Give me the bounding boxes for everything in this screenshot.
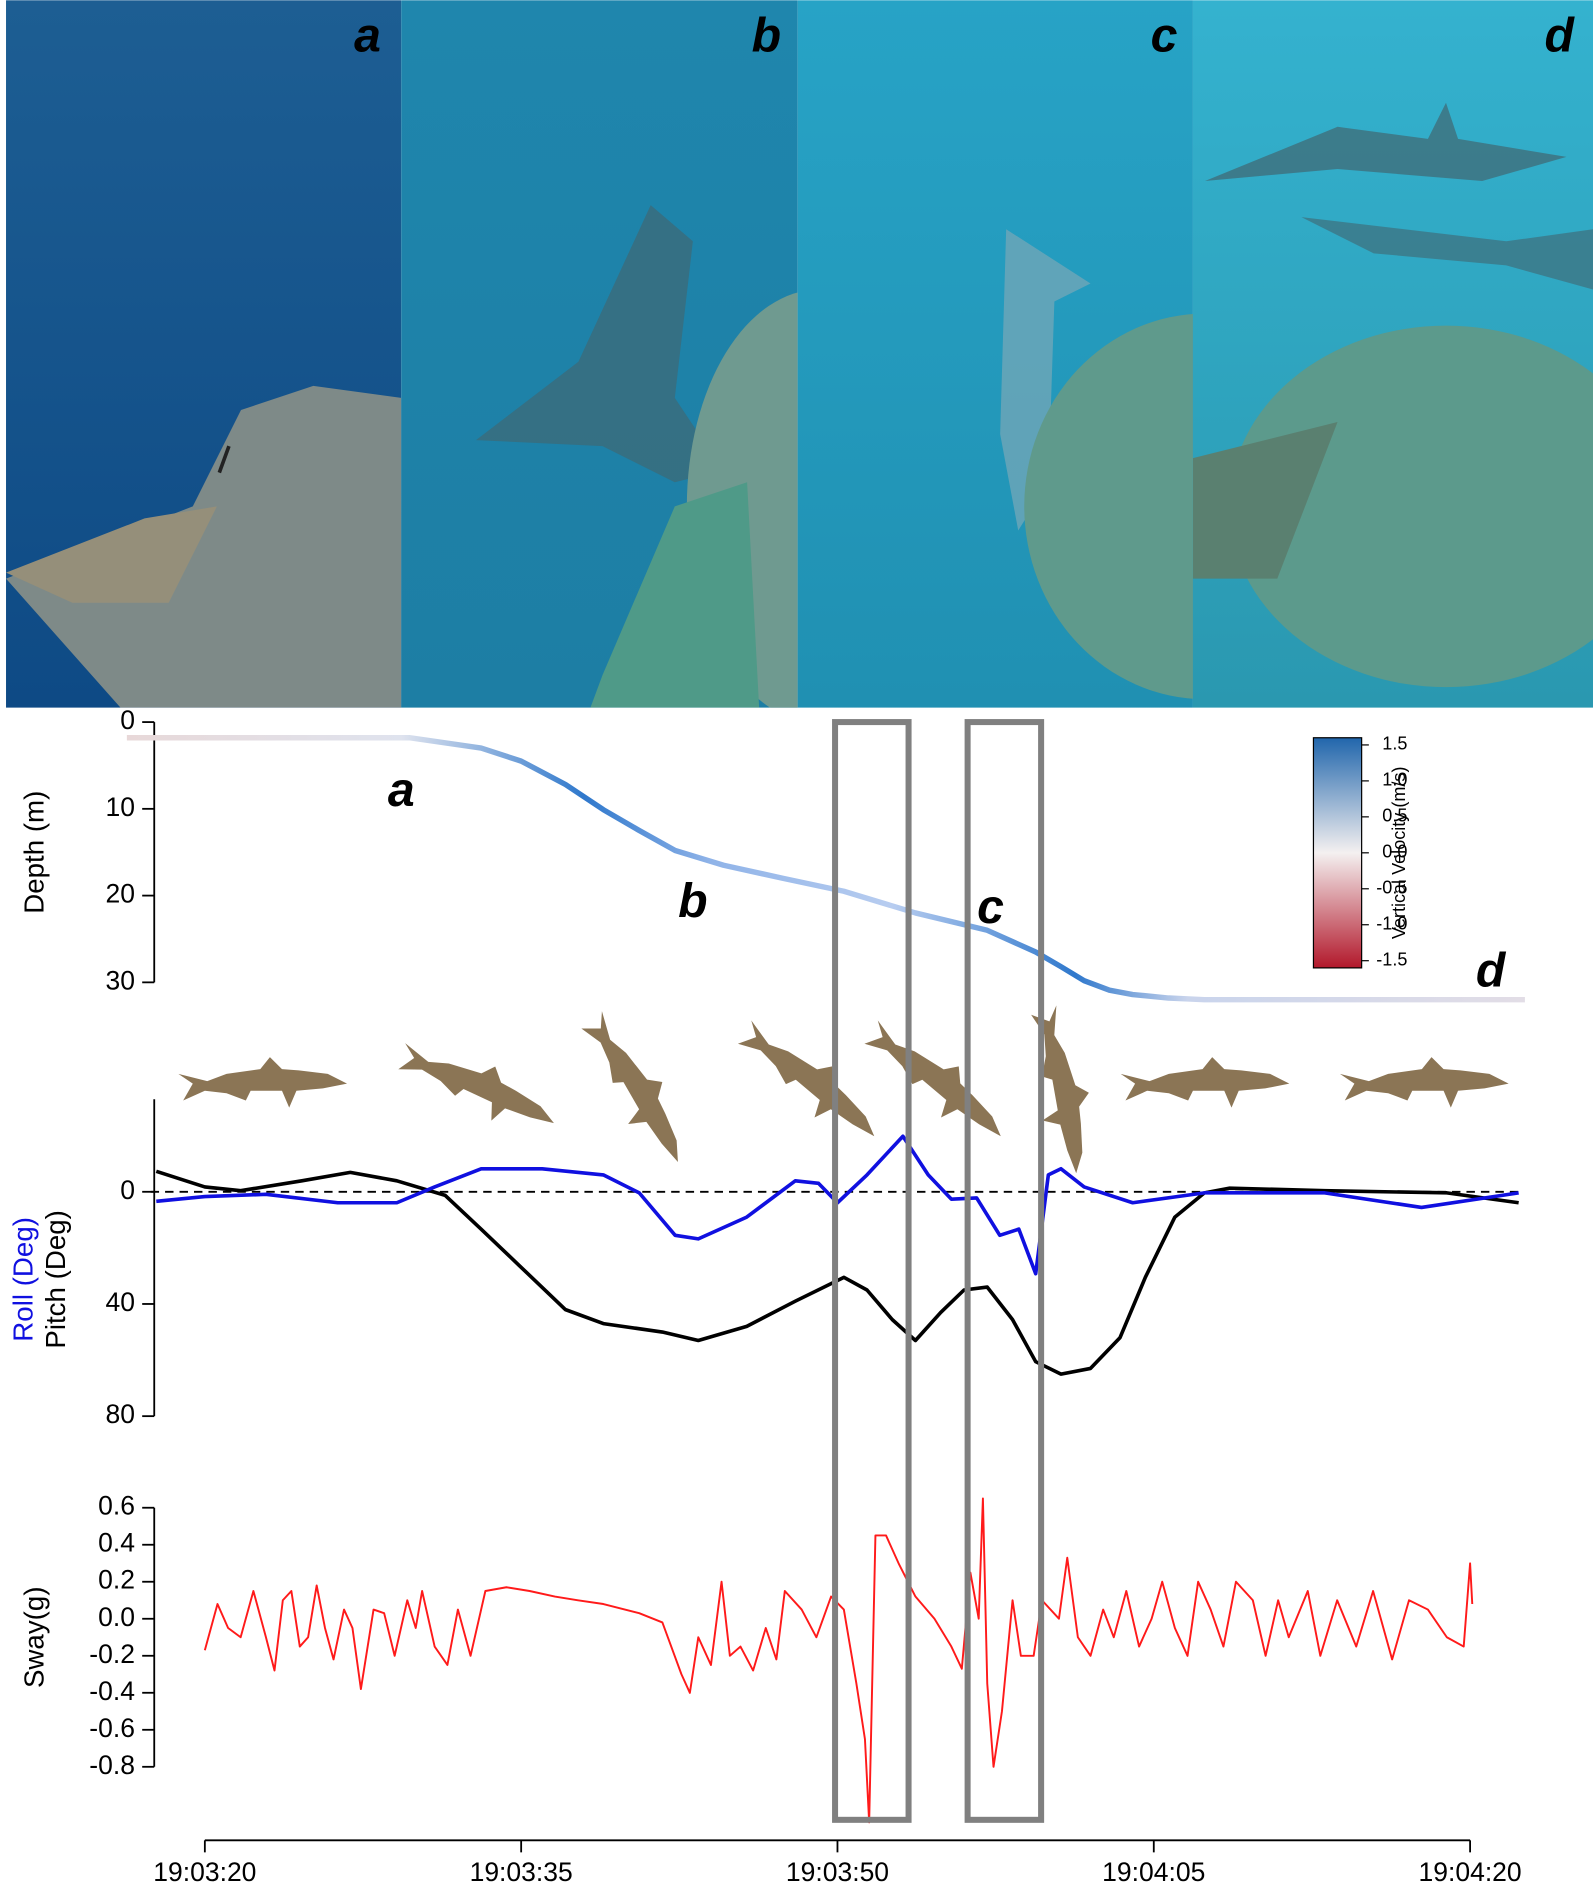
colorbar-tick-label: -1.5: [1376, 949, 1407, 969]
colorbar-tick-label: -0.5: [1376, 878, 1407, 898]
y-tick-label: 20: [105, 879, 134, 909]
x-tick-label: 19:03:50: [786, 1857, 889, 1887]
colorbar-tick-label: -1.0: [1376, 914, 1407, 934]
y-tick-label: 0.2: [98, 1565, 135, 1595]
photo-content: [6, 385, 402, 708]
annotation: b: [678, 874, 707, 928]
y-axis-label: Pitch (Deg): [40, 1210, 71, 1349]
shark-silhouettes: [178, 1003, 1508, 1178]
photo-label: c: [1151, 9, 1178, 63]
highlight-box: [964, 719, 1045, 1823]
shark-icon: [391, 1028, 565, 1145]
y-tick-label: -0.6: [89, 1713, 135, 1743]
y-tick-label: 0.6: [98, 1491, 135, 1521]
x-tick-label: 19:04:05: [1102, 1857, 1205, 1887]
y-tick-label: 80: [105, 1399, 134, 1429]
y-tick-label: -0.8: [89, 1750, 135, 1780]
y-tick-label: 40: [105, 1287, 134, 1317]
x-tick-label: 19:03:35: [470, 1857, 573, 1887]
data-line: [155, 1169, 1519, 1376]
shark-icon: [1023, 1003, 1102, 1178]
shark-icon: [178, 1057, 347, 1108]
y-tick-label: 0.0: [98, 1602, 135, 1632]
photo-panels: a b c d: [6, 0, 1593, 708]
y-axis-label: Depth (m): [18, 791, 49, 914]
photo-content: [1192, 102, 1593, 688]
annotation: c: [977, 880, 1004, 934]
colorbar-tick-label: 1.5: [1382, 734, 1407, 754]
y-axis-label: Roll (Deg): [8, 1217, 39, 1342]
y-tick-label: 0: [120, 1175, 135, 1205]
colorbar-label: Vertical Velocity (m/s): [1389, 766, 1409, 939]
y-tick-label: -0.2: [89, 1639, 135, 1669]
shark-icon: [1121, 1057, 1290, 1108]
photo-label: d: [1545, 9, 1576, 63]
photo-label: b: [752, 9, 781, 63]
highlight-box: [832, 719, 912, 1823]
y-tick-label: 30: [105, 965, 134, 995]
y-tick-label: 10: [105, 792, 134, 822]
colorbar: [1312, 737, 1363, 969]
data-line: [126, 735, 1525, 1003]
data-line: [156, 1134, 1519, 1276]
y-axis-label: Sway(g): [18, 1586, 49, 1688]
shark-icon: [856, 1007, 1018, 1154]
x-tick-label: 19:03:20: [153, 1857, 256, 1887]
photo-label: a: [354, 9, 381, 63]
y-tick-label: -0.4: [89, 1676, 135, 1706]
shark-icon: [1340, 1057, 1509, 1108]
annotation: a: [388, 763, 415, 817]
x-tick-label: 19:04:20: [1419, 1857, 1522, 1887]
annotation: d: [1476, 944, 1507, 998]
photo-content: [475, 205, 798, 708]
colorbar-tick-label: 0.0: [1382, 842, 1407, 862]
shark-icon: [730, 1007, 892, 1154]
plots: 0 10 20 30 Depth (m) a b c d 1.5 1.0 0.5 0.0 -0.5 -1.0…: [8, 705, 1525, 1887]
shark-icon: [573, 1003, 701, 1174]
colorbar-tick-label: 0.5: [1382, 806, 1407, 826]
y-tick-label: 0: [120, 705, 135, 735]
colorbar-tick-label: 1.0: [1382, 770, 1407, 790]
photo-content: [1000, 229, 1193, 699]
data-line: [203, 1497, 1474, 1824]
y-tick-label: 0.4: [98, 1528, 135, 1558]
